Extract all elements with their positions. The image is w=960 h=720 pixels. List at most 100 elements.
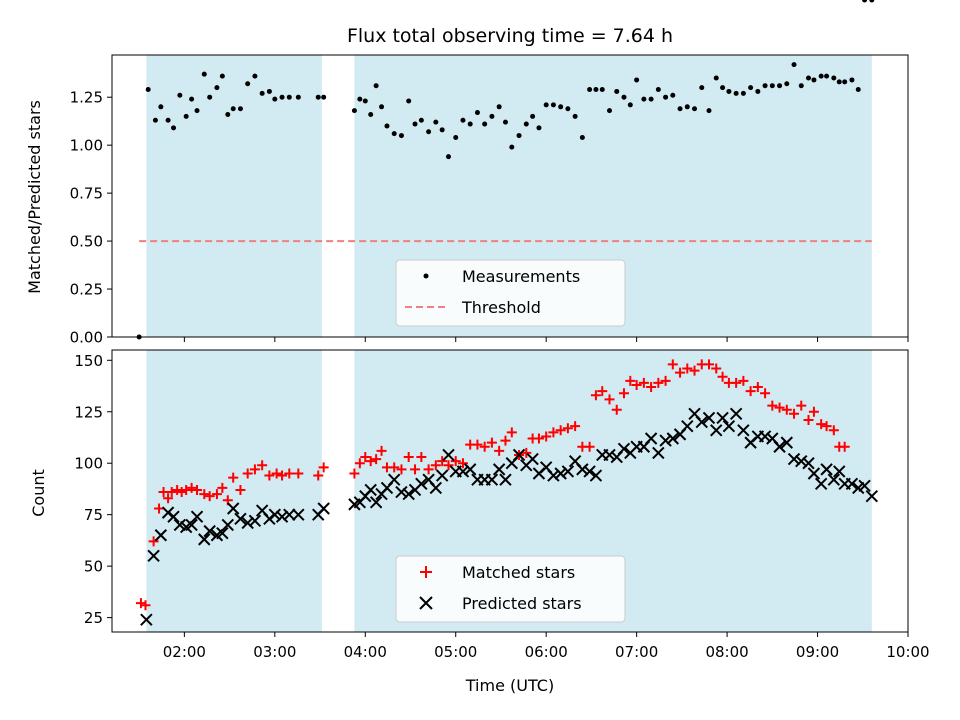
matched-star-point	[277, 470, 288, 481]
predicted-star-point	[589, 469, 603, 482]
measurement-point	[824, 73, 830, 79]
matched-star-point	[774, 402, 785, 413]
predicted-star-point	[659, 434, 672, 447]
matched-star-point	[689, 365, 700, 376]
measurement-point	[219, 73, 225, 79]
measurement-point	[543, 102, 549, 108]
measurement-point	[684, 104, 690, 110]
bottom-y-axis-label: Count	[29, 469, 48, 517]
measurement-point	[426, 129, 432, 135]
measurement-point	[406, 98, 412, 104]
matched-star-point	[486, 437, 497, 448]
measurement-point	[655, 87, 661, 93]
matched-star-point	[660, 375, 671, 386]
measurement-point	[614, 88, 620, 94]
measurement-point	[726, 88, 732, 94]
matched-star-point	[618, 388, 629, 399]
measurement-point	[453, 134, 459, 140]
matched-star-point	[611, 404, 622, 415]
predicted-star-point	[435, 469, 449, 482]
legend-matched-label: Matched stars	[462, 563, 575, 582]
matched-star-point	[789, 408, 800, 419]
predicted-star-point	[617, 442, 631, 456]
predicted-star-point	[248, 514, 262, 528]
matched-star-point	[360, 452, 371, 463]
measurement-point	[496, 104, 502, 110]
predicted-star-point	[364, 483, 377, 497]
matched-star-point	[235, 484, 246, 495]
predicted-star-point	[485, 473, 499, 486]
matched-star-point	[494, 445, 505, 456]
matched-star-point	[738, 375, 749, 386]
y-tick-label: 125	[74, 403, 103, 421]
matched-star-point	[808, 406, 819, 417]
bottom-axes-frame	[111, 349, 909, 633]
predicted-star-point	[241, 516, 254, 530]
measurement-point	[433, 119, 439, 125]
predicted-star-point	[369, 496, 383, 509]
predicted-star-point	[429, 481, 443, 495]
x-tick-label: 09:00	[796, 643, 839, 661]
predicted-star-point	[402, 487, 415, 501]
predicted-star-point	[292, 508, 305, 521]
measurement-point	[474, 110, 480, 116]
predicted-star-point	[221, 518, 234, 532]
measurement-point	[593, 87, 599, 93]
shaded-interval-1	[146, 350, 322, 632]
matched-star-point	[217, 482, 228, 493]
measurement-point	[391, 131, 397, 137]
matched-star-point	[410, 464, 421, 475]
measurement-point	[831, 75, 837, 81]
y-tick-label: 100	[74, 455, 103, 473]
matched-star-point	[839, 441, 850, 452]
ratio-panel: 0.00 0.25 0.50 0.75 1.00 1.25 Matched/Predict…	[25, 0, 909, 347]
y-tick-label: 0.75	[70, 185, 103, 203]
matched-star-point	[717, 371, 728, 382]
matched-star-point	[521, 447, 532, 458]
matched-star-point	[376, 445, 387, 456]
predicted-star-point	[140, 613, 153, 626]
top-legend-box	[395, 259, 626, 327]
measurement-point	[607, 108, 612, 114]
measurement-point	[384, 123, 390, 129]
measurement-point	[189, 96, 195, 102]
measurement-point	[862, 0, 868, 3]
matched-star-point	[667, 359, 678, 370]
measurement-point	[516, 133, 522, 139]
measurement-point	[791, 62, 797, 68]
matched-star-point	[682, 363, 693, 374]
measurement-point	[523, 121, 529, 127]
matched-star-point	[704, 359, 714, 370]
predicted-star-point	[526, 452, 539, 466]
matched-star-point	[625, 375, 636, 386]
bottom-x-ticks: 02:00 03:00 04:00 05:00 06:00 07:00 08:00 09:00…	[163, 632, 930, 661]
measurement-point	[379, 104, 385, 110]
measurement-point	[237, 106, 243, 112]
top-y-ticks: 0.00 0.25 0.50 0.75 1.00 1.25	[70, 89, 112, 347]
predicted-star-point	[456, 465, 470, 478]
matched-star-point	[242, 468, 253, 479]
matched-star-point	[176, 487, 187, 498]
measurement-point	[489, 113, 495, 119]
measurement-point	[321, 94, 327, 100]
predicted-star-point	[758, 430, 772, 443]
predicted-star-point	[317, 502, 330, 515]
predicted-star-point	[603, 448, 616, 462]
matched-star-point	[803, 414, 814, 425]
matched-star-point	[396, 464, 407, 475]
measurement-point	[818, 73, 824, 79]
predicted-star-point	[554, 467, 567, 480]
y-tick-label: 50	[84, 558, 103, 576]
measurement-point	[207, 94, 213, 100]
measurement-point	[677, 106, 683, 112]
measurement-point	[699, 85, 705, 91]
matched-star-point	[675, 367, 686, 378]
measurement-point	[634, 77, 640, 83]
predicted-star-point	[865, 489, 879, 503]
measurement-point	[373, 83, 379, 89]
measurement-point	[670, 92, 676, 98]
predicted-stars-points	[140, 407, 879, 626]
x-tick-label: 07:00	[615, 643, 658, 661]
measurement-point	[183, 113, 189, 119]
